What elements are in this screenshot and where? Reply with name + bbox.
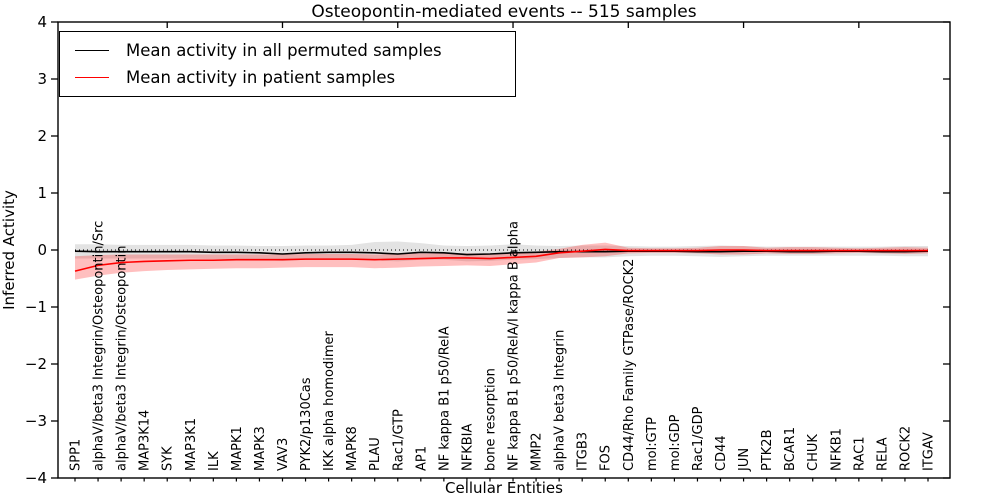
legend-item-permuted: Mean activity in all permuted samples — [60, 41, 515, 60]
x-tick-label: SPP1 — [69, 439, 84, 471]
x-tick-label: NF kappa B1 p50/RelA/I kappa B alpha — [507, 221, 522, 471]
x-tick-label: RAC1 — [852, 436, 867, 471]
patient-line-sample — [75, 77, 109, 79]
x-tick-label: ROCK2 — [898, 426, 913, 471]
x-tick-label: mol:GDP — [668, 414, 683, 471]
x-tick-label: mol:GTP — [645, 417, 660, 471]
x-tick-label: PLAU — [368, 437, 383, 471]
y-tick-label: −1 — [25, 298, 47, 316]
y-tick-label: 1 — [37, 184, 47, 202]
x-tick-label: JUN — [737, 448, 752, 472]
x-tick-label: NFKB1 — [829, 428, 844, 471]
y-tick-label: 0 — [37, 241, 47, 259]
x-tick-label: MAP3K1 — [184, 418, 199, 471]
x-tick-label: VAV3 — [276, 438, 291, 471]
x-tick-label: MAP3K14 — [138, 410, 153, 471]
y-tick-label: 3 — [37, 70, 47, 88]
x-tick-label: alphaV beta3 Integrin — [553, 330, 568, 471]
x-tick-label: RELA — [875, 437, 890, 471]
x-tick-label: BCAR1 — [783, 427, 798, 471]
legend-label-patient: Mean activity in patient samples — [126, 68, 396, 88]
x-tick-label: bone resorption — [483, 368, 498, 471]
legend: Mean activity in all permuted samples Me… — [59, 31, 516, 97]
y-axis-label: Inferred Activity — [0, 190, 18, 310]
y-tick-label: 4 — [37, 13, 47, 31]
y-tick-label: −2 — [25, 355, 47, 373]
x-tick-label: NFKBIA — [460, 424, 475, 471]
chart-title: Osteopontin-mediated events -- 515 sampl… — [311, 2, 697, 22]
x-tick-label: alphaV/beta3 Integrin/Osteopontin — [115, 246, 130, 471]
x-tick-label: CHUK — [806, 434, 821, 471]
x-tick-label: NF kappa B1 p50/RelA — [437, 326, 452, 471]
x-tick-label: CD44/Rho Family GTPase/ROCK2 — [622, 259, 637, 471]
x-tick-label: alphaV/beta3 Integrin/Osteopontin/Src — [92, 221, 107, 471]
x-tick-label: SYK — [161, 446, 176, 471]
x-tick-label: MAPK8 — [345, 426, 360, 471]
x-tick-label: PYK2/p130Cas — [299, 377, 314, 471]
x-tick-label: FOS — [599, 445, 614, 471]
y-tick-label: −4 — [25, 469, 47, 487]
permuted-line — [74, 250, 929, 256]
x-tick-label: CD44 — [714, 435, 729, 471]
y-tick-label: 2 — [37, 127, 47, 145]
x-tick-label: IKK alpha homodimer — [322, 330, 337, 471]
legend-label-permuted: Mean activity in all permuted samples — [126, 40, 442, 60]
x-tick-label: MAPK1 — [230, 426, 245, 471]
x-tick-label: MAPK3 — [253, 426, 268, 471]
x-tick-label: Rac1/GTP — [391, 409, 406, 471]
permuted-line-sample — [75, 49, 109, 51]
permuted-band — [75, 241, 928, 262]
x-tick-label: PTK2B — [760, 430, 775, 472]
x-tick-label: ITGAV — [922, 432, 937, 471]
patient-line — [74, 248, 928, 272]
x-tick-label: AP1 — [414, 446, 429, 471]
y-tick-label: −3 — [25, 412, 47, 430]
x-tick-label: ILK — [207, 451, 222, 471]
x-tick-label: ITGB3 — [576, 432, 591, 471]
x-tick-label: Rac1/GDP — [691, 406, 706, 471]
x-tick-label: MMP2 — [530, 432, 545, 471]
legend-item-patient: Mean activity in patient samples — [60, 68, 515, 87]
x-axis-label: Cellular Entities — [445, 479, 563, 497]
